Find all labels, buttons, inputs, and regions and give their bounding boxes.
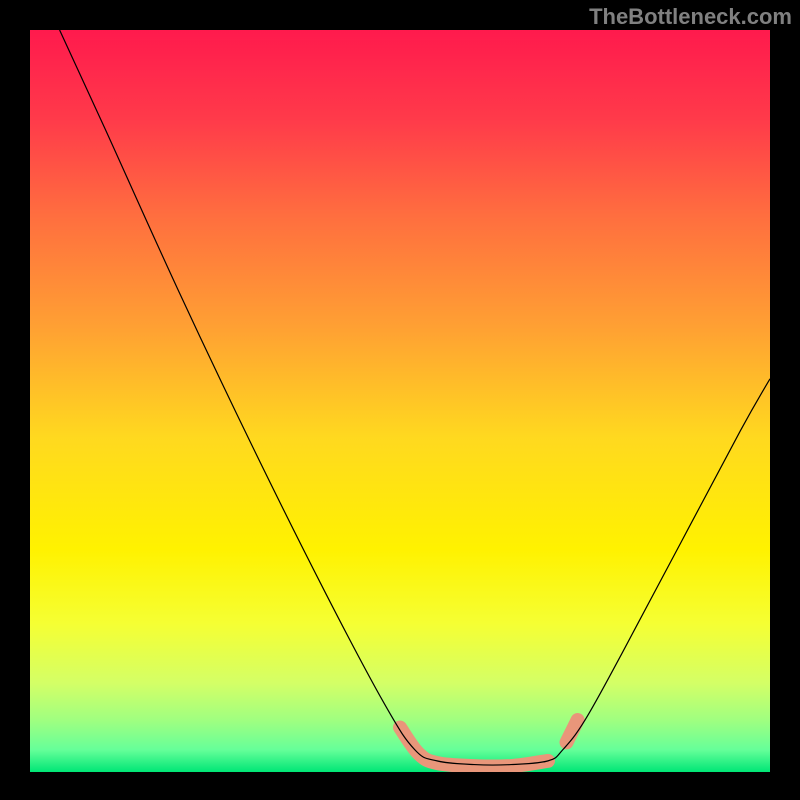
gradient-background <box>30 30 770 772</box>
chart-container: TheBottleneck.com <box>0 0 800 800</box>
watermark-text: TheBottleneck.com <box>589 4 792 30</box>
plot-svg <box>30 30 770 772</box>
